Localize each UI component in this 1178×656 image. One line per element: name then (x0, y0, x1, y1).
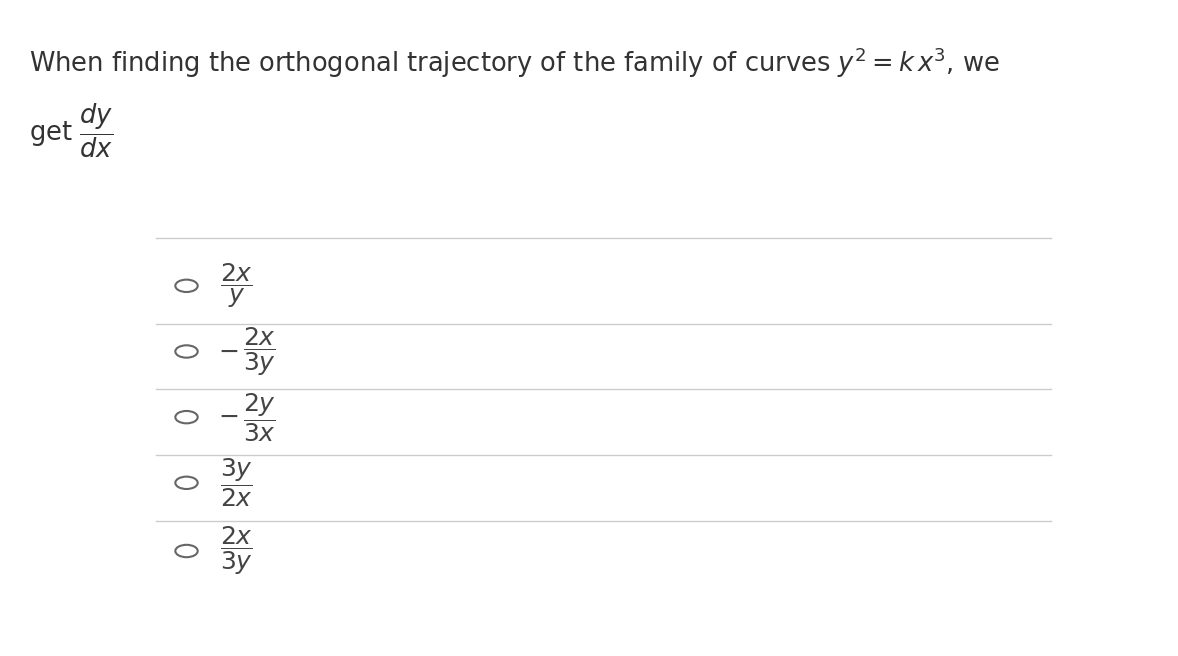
Text: $\dfrac{2y}{3x}$: $\dfrac{2y}{3x}$ (243, 391, 276, 443)
Text: −: − (218, 405, 239, 429)
Text: $\dfrac{3y}{2x}$: $\dfrac{3y}{2x}$ (220, 457, 253, 509)
Text: $\dfrac{2x}{y}$: $\dfrac{2x}{y}$ (220, 261, 253, 310)
Text: $\dfrac{2x}{3y}$: $\dfrac{2x}{3y}$ (243, 325, 276, 378)
Text: When finding the orthogonal trajectory of the family of curves $y^2 = k\, x^3$, : When finding the orthogonal trajectory o… (29, 46, 1000, 81)
Text: get $\dfrac{dy}{dx}$: get $\dfrac{dy}{dx}$ (29, 102, 114, 159)
Text: −: − (218, 340, 239, 363)
Text: $\dfrac{2x}{3y}$: $\dfrac{2x}{3y}$ (220, 525, 253, 577)
